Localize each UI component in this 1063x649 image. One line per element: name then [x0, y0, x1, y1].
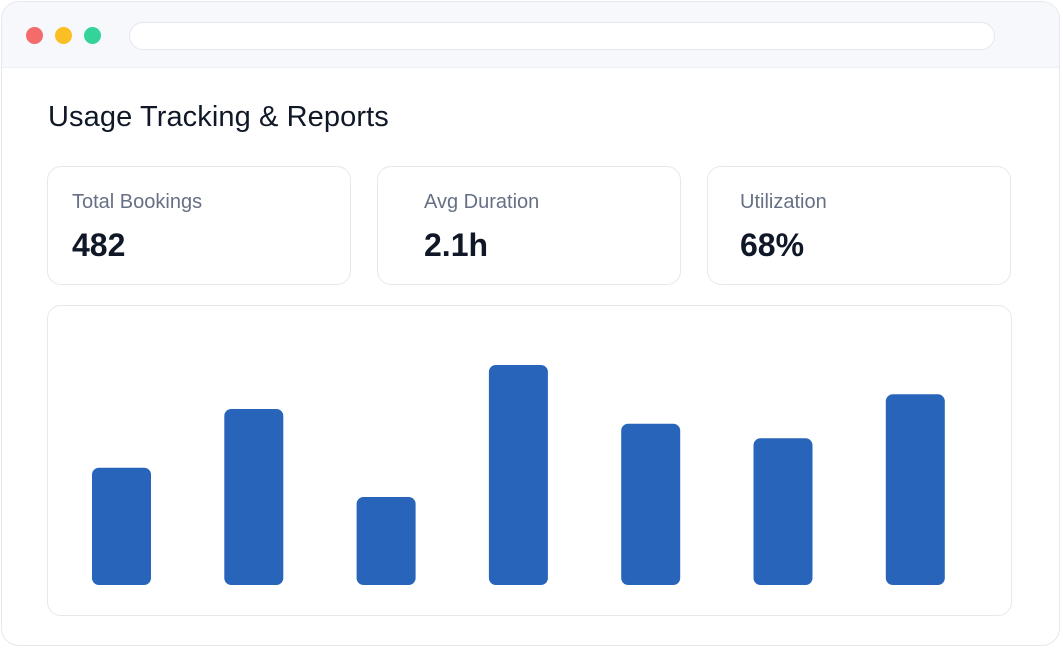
stat-label: Avg Duration: [424, 191, 540, 213]
address-bar[interactable]: [129, 22, 995, 50]
stat-value: 68%: [740, 227, 805, 263]
chart-bar-7: [885, 394, 945, 585]
stat-card-avg-duration: Avg Duration 2.1h: [377, 166, 681, 285]
page-title: Usage Tracking & Reports: [48, 101, 389, 133]
stat-label: Total Bookings: [72, 191, 203, 213]
stat-value: 482: [72, 227, 126, 263]
stat-label: Utilization: [740, 191, 827, 213]
stat-card-total-bookings: Total Bookings 482: [47, 166, 351, 285]
chart-bar-1: [92, 467, 151, 585]
maximize-window-button[interactable]: [84, 27, 101, 44]
chart-bar-3: [356, 497, 416, 585]
stat-card-utilization: Utilization 68%: [707, 166, 1011, 285]
stat-value: 2.1h: [424, 227, 489, 263]
close-window-button[interactable]: [26, 27, 43, 44]
chart-bar-6: [753, 438, 813, 585]
window-titlebar: [2, 2, 1059, 68]
bar-chart-plot: [92, 365, 945, 585]
chart-bar-4: [488, 365, 548, 585]
usage-bar-chart: [47, 305, 1012, 616]
chart-bar-5: [621, 423, 681, 585]
minimize-window-button[interactable]: [55, 27, 72, 44]
chart-bar-2: [224, 409, 284, 585]
